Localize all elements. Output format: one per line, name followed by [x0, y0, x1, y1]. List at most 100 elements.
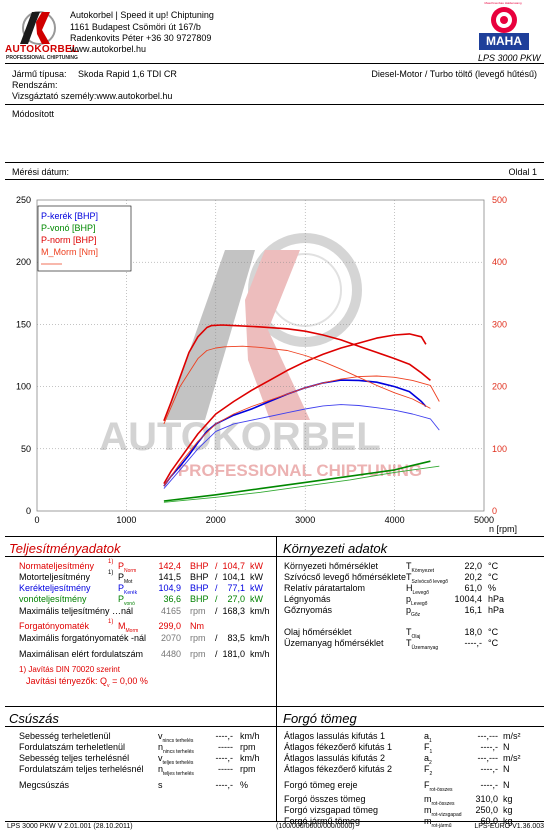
slip-value: ----,-: [215, 753, 234, 763]
perf-slash: /: [215, 561, 218, 571]
torque-label: Forgatónyomaték: [19, 621, 90, 631]
max-torque-rpm: 2070: [160, 633, 181, 643]
x-tick-label: 3000: [295, 515, 315, 525]
slip-value: -----: [218, 764, 233, 774]
measurement-date-label: Mérési dátum:: [12, 167, 70, 177]
env-symbol: TKörnyezet: [406, 561, 435, 574]
company-line-1: Autokorbel | Speed it up! Chiptuning: [70, 10, 214, 20]
env-symbol: HLevegő: [406, 583, 429, 596]
slip-label: Fordulatszám terheletlenül: [19, 742, 126, 752]
max-power-speed: 168,3: [222, 606, 245, 616]
autokorbel-logo-text: AUTOKORBEL: [5, 44, 79, 55]
y-left-tick-label: 100: [16, 382, 31, 392]
env-label: Légnyomás: [284, 594, 331, 604]
perf-value-kw: 104,1: [222, 572, 245, 582]
env-unit: %: [488, 583, 497, 593]
max-rev-label: Maximálisan elért fordulatszám: [19, 649, 144, 659]
slip-label: Megcsúszás: [19, 780, 70, 790]
env-label: Olaj hőmérséklet: [284, 627, 352, 637]
maha-text: MAHA: [486, 34, 522, 48]
max-power-rpm: 4165: [160, 606, 181, 616]
correction-note: Javítási tényezők: Qv = 0,00 %: [26, 676, 148, 689]
max-torque-rpm-unit: rpm: [190, 633, 206, 643]
inertia-label: Forgó összes tömeg: [284, 794, 366, 804]
perf-unit-kw: kW: [250, 594, 263, 604]
perf-unit-bhp: BHP: [190, 572, 209, 582]
legend-p-norm: P-norm [BHP]: [41, 235, 97, 245]
max-rev-speed: 181,0: [222, 649, 245, 659]
watermark-text: AUTOKORBEL: [99, 415, 380, 459]
env-value: 20,2: [464, 572, 482, 582]
y-right-tick-label: 100: [492, 444, 507, 454]
y-right-tick-label: 200: [492, 382, 507, 392]
series-m-morm-nm: [163, 324, 431, 422]
env-label: Üzemanyag hőmérséklet: [284, 638, 384, 648]
max-torque-speed-unit: km/h: [250, 633, 270, 643]
footer-center: (100/000/0000/000/0000): [276, 823, 355, 830]
perf-symbol: PKerék: [118, 583, 138, 596]
env-value: ----,-: [464, 638, 483, 648]
slip-unit: %: [240, 780, 249, 790]
inertia-label: Átlagos lassulás kifutás 2: [284, 753, 386, 763]
slip-unit: rpm: [240, 742, 256, 752]
slip-symbol: vnincs terhelés: [158, 731, 194, 744]
y-left-tick-label: 0: [26, 506, 31, 516]
series-p-von-bhp: [163, 460, 431, 502]
perf-value-bhp: 141,5: [158, 572, 181, 582]
dyno-chart: AUTOKORBEL PROFESSIONAL CHIPTUNING 0 1000…: [16, 195, 517, 534]
inertia-label: Forgó tömeg ereje: [284, 780, 358, 790]
inertia-symbol: F1: [424, 742, 433, 755]
y-left-tick-label: 250: [16, 195, 31, 205]
env-unit: °C: [488, 572, 499, 582]
inertia-label: Átlagos fékezőerő kifutás 1: [284, 742, 393, 752]
torque-symbol: MMorm: [118, 621, 139, 634]
inertia-unit: N: [503, 764, 510, 774]
perf-unit-kw: kW: [250, 572, 263, 582]
perf-value-kw: 104,7: [222, 561, 245, 571]
inertia-label: Átlagos fékezőerő kifutás 2: [284, 764, 393, 774]
footer-right: LPS-EURO V1.36.003: [474, 823, 544, 830]
max-rev-rpm: 4480: [160, 649, 181, 659]
y-right-tick-label: 300: [492, 319, 507, 329]
torque-value: 299,0: [158, 621, 181, 631]
perf-sup: 1): [108, 559, 114, 565]
y-left-tick-label: 50: [21, 444, 31, 454]
inertia-value: ----,-: [480, 780, 499, 790]
perf-slash: /: [215, 583, 218, 593]
perf-label: Normateljesítmény: [19, 561, 95, 571]
x-axis-label: n [rpm]: [489, 524, 517, 534]
y-right-tick-label: 400: [492, 257, 507, 267]
inertia-value: ----,-: [480, 764, 499, 774]
modified-label: Módosított: [12, 109, 55, 119]
env-unit: hPa: [488, 594, 505, 604]
env-symbol: pLevegő: [406, 594, 428, 607]
env-value: 1004,4: [454, 594, 482, 604]
autokorbel-logo: [6, 8, 68, 58]
company-line-4: www.autokorbel.hu: [70, 44, 147, 54]
perf-symbol: PNorm: [118, 561, 137, 574]
environment-title: Környezeti adatok: [283, 541, 388, 556]
inertia-symbol: a1: [424, 731, 432, 744]
inertia-value: ---,---: [477, 731, 498, 741]
legend-m-morm: M_Morm [Nm]: [41, 247, 98, 257]
max-power-rpm-unit: rpm: [190, 606, 206, 616]
slip-title: Csúszás: [9, 711, 59, 726]
env-value: 16,1: [464, 605, 482, 615]
company-line-2: 1161 Budapest Csömöri út 167/b: [70, 22, 201, 32]
chart-legend: P-kerék [BHP] P-vonó [BHP] P-norm [BHP] …: [37, 205, 132, 272]
y-right-tick-label: 500: [492, 195, 507, 205]
perf-unit-kw: kW: [250, 583, 263, 593]
perf-sup: 1): [108, 570, 114, 576]
env-label: Szívócső levegő hőmérséklete: [284, 572, 407, 582]
performance-title: Teljesítményadatok: [9, 541, 121, 556]
slip-label: Fordulatszám teljes terhelésnél: [19, 764, 144, 774]
engine-type: Diesel-Motor / Turbo töltő (levegő hűtés…: [371, 69, 537, 79]
perf-value-kw: 27,0: [227, 594, 245, 604]
inertia-unit: m/s²: [503, 753, 521, 763]
x-tick-label: 1000: [116, 515, 136, 525]
plate-label: Rendszám:: [12, 80, 58, 90]
slip-value: ----,-: [215, 731, 234, 741]
y-right-tick-label: 0: [492, 506, 497, 516]
legend-p-vono: P-vonó [BHP]: [41, 223, 96, 233]
env-value: 22,0: [464, 561, 482, 571]
